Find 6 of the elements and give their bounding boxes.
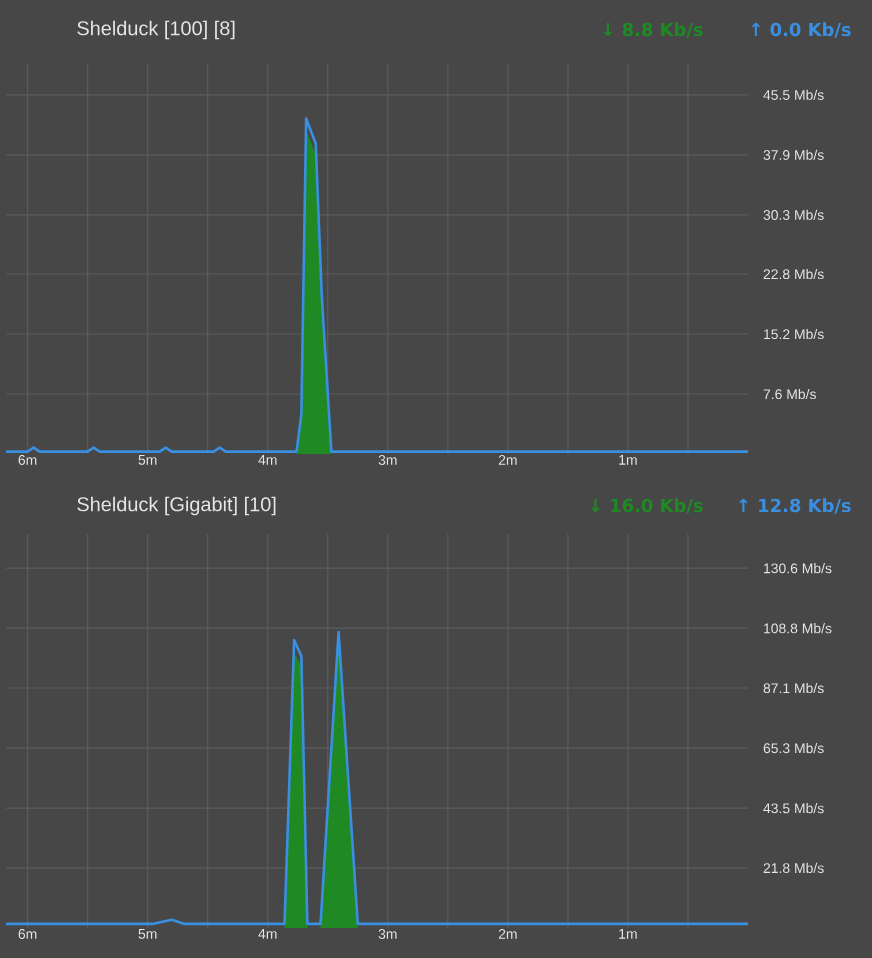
text: ↓ 8.8 Kb/s [603, 22, 703, 38]
text: ↓ 16.0 Kb/s [591, 498, 703, 514]
text: ↑ 12.8 Kb/s [739, 498, 851, 514]
text: ↑ 0.0 Kb/s [751, 22, 851, 38]
chart-title: Shelduck [100] [8] [77, 20, 235, 40]
chart-title: Shelduck [Gigabit] [10] [77, 496, 276, 516]
